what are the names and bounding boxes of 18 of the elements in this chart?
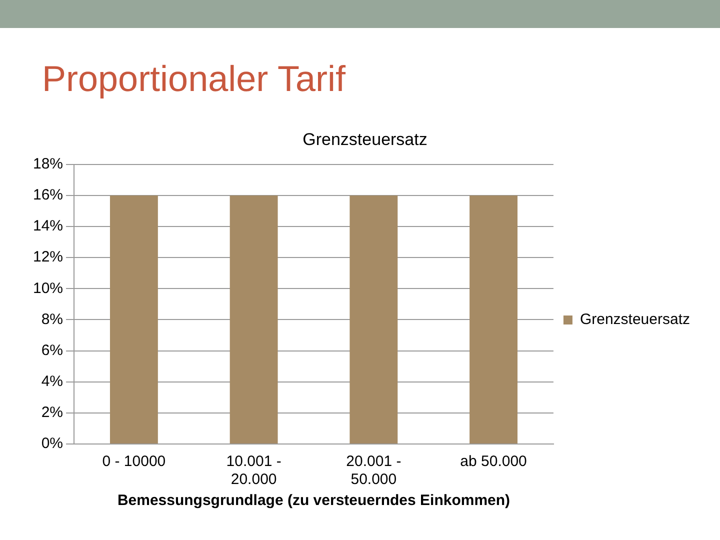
y-tick-label: 10% [32,280,64,297]
y-tick-label: 6% [41,342,64,359]
y-tick-label: 2% [41,404,64,422]
y-tick-label: 12% [32,248,64,266]
y-tick-label: 18% [32,156,64,173]
x-tick-label: 0 - 10000 [102,453,166,470]
x-tick-label: 20.001 - 50.000 [346,453,402,488]
x-tick-label: ab 50.000 [460,453,527,470]
y-tick-label: 14% [32,218,64,235]
y-tick-label: 8% [41,310,64,328]
y-tick-label: 4% [41,373,64,390]
x-axis-title: Bemessungsgrundlage (zu versteuerndes Einkommen) [117,492,510,510]
chart-subtitle: Grenzsteuersatz [302,130,428,149]
chart-title: Proportionaler Tarif [42,58,346,100]
x-tick-label: 10.001 - 20.000 [226,453,282,488]
legend-label: Grenzsteuersatz [580,311,690,328]
y-tick-label: 16% [32,186,64,204]
y-tick-label: 0% [41,435,64,452]
